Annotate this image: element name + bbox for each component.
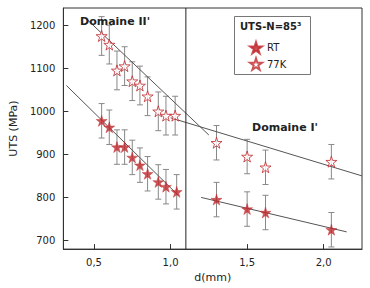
svg-text:2,0: 2,0 xyxy=(316,257,332,268)
svg-text:1200: 1200 xyxy=(30,20,55,31)
svg-text:UTS-N=85³: UTS-N=85³ xyxy=(240,21,301,32)
svg-text:0,5: 0,5 xyxy=(86,257,102,268)
svg-text:900: 900 xyxy=(36,149,55,160)
svg-text:1,5: 1,5 xyxy=(239,257,255,268)
svg-text:1000: 1000 xyxy=(30,106,55,117)
svg-text:1100: 1100 xyxy=(30,63,55,74)
svg-text:d(mm): d(mm) xyxy=(194,271,231,284)
svg-text:1,0: 1,0 xyxy=(163,257,179,268)
svg-text:Domaine II': Domaine II' xyxy=(80,15,150,28)
svg-text:Domaine I': Domaine I' xyxy=(252,121,318,134)
svg-text:UTS (MPa): UTS (MPa) xyxy=(7,100,20,156)
svg-text:800: 800 xyxy=(36,192,55,203)
svg-text:700: 700 xyxy=(36,235,55,246)
